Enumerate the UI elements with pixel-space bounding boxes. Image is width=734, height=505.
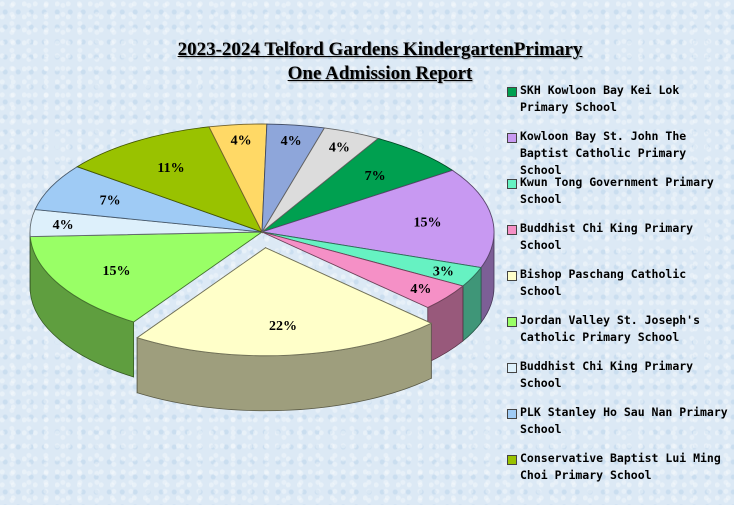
pie-slice (261, 169, 495, 269)
slice-percent-label: 4% (329, 140, 350, 155)
slice-percent-label: 22% (269, 319, 297, 334)
legend-label: Buddhist Chi King Primary School (520, 359, 694, 390)
legend-item: PLK Stanley Ho Sau Nan Primary School (506, 404, 728, 450)
slice-percent-label: 4% (53, 218, 74, 233)
pie-labels: 7%15%3%4%22%15%4%7%11%4% 4% 4% (53, 134, 454, 334)
legend-swatch (507, 409, 517, 419)
slice-percent-label: 4% (231, 134, 252, 149)
pie-tops (29, 123, 495, 357)
legend-label: PLK Stanley Ho Sau Nan Primary School (520, 405, 728, 436)
legend-swatch (507, 87, 517, 97)
legend-item: Kwun Tong Government Primary School (506, 174, 728, 220)
pie-slice (261, 137, 454, 233)
slice-percent-label: 3% (433, 265, 454, 280)
legend-item: Conservative Baptist Lui Ming Choi Prima… (506, 450, 728, 496)
slice-percent-label: 15% (102, 264, 130, 279)
pie-slice (34, 166, 263, 233)
legend-swatch (507, 317, 517, 327)
slice-percent-label: 4% (410, 282, 431, 297)
pie-slice (261, 127, 379, 233)
legend-item: Buddhist Chi King Primary School (506, 358, 728, 404)
legend-label: Conservative Baptist Lui Ming Choi Prima… (520, 451, 721, 482)
chart-title: 2023-2024 Telford Gardens KindergartenPr… (120, 38, 640, 86)
pie-slice (261, 231, 464, 309)
legend-label: Buddhist Chi King Primary School (520, 221, 694, 252)
slice-percent-label: 7% (100, 194, 121, 209)
legend-label: Kowloon Bay St. John The Baptist Catholi… (520, 129, 687, 174)
slice-percent-label: 7% (365, 169, 386, 184)
legend-item: Jordan Valley St. Joseph's Catholic Prim… (506, 312, 728, 358)
pie-slice (136, 247, 433, 357)
legend-swatch (507, 271, 517, 281)
chart-legend: SKH Kowloon Bay Kei Lok Primary School Ko… (506, 82, 728, 496)
legend-label: Bishop Paschang Catholic School (520, 267, 687, 298)
legend-label: Jordan Valley St. Joseph's Catholic Prim… (520, 313, 701, 344)
chart-title-line-1: 2023-2024 Telford Gardens KindergartenPr… (177, 39, 583, 60)
legend-swatch (507, 179, 517, 189)
legend-swatch (507, 363, 517, 373)
legend-label: Kwun Tong Government Primary School (520, 175, 714, 206)
slice-percent-label: 11% (157, 161, 184, 176)
legend-item: Buddhist Chi King Primary School (506, 220, 728, 266)
slice-percent-label: 15% (413, 215, 441, 230)
legend-item: Bishop Paschang Catholic School (506, 266, 728, 312)
legend-swatch (507, 133, 517, 143)
legend-item: SKH Kowloon Bay Kei Lok Primary School (506, 82, 728, 128)
pie-slice (76, 126, 263, 233)
chart-title-line-2: One Admission Report (287, 63, 473, 84)
legend-label: SKH Kowloon Bay Kei Lok Primary School (520, 83, 680, 114)
legend-swatch (507, 225, 517, 235)
slice-percent-label: 4% (281, 134, 302, 149)
legend-swatch (507, 455, 517, 465)
pie-slice (29, 231, 264, 323)
legend-item: Kowloon Bay St. John The Baptist Catholi… (506, 128, 728, 174)
